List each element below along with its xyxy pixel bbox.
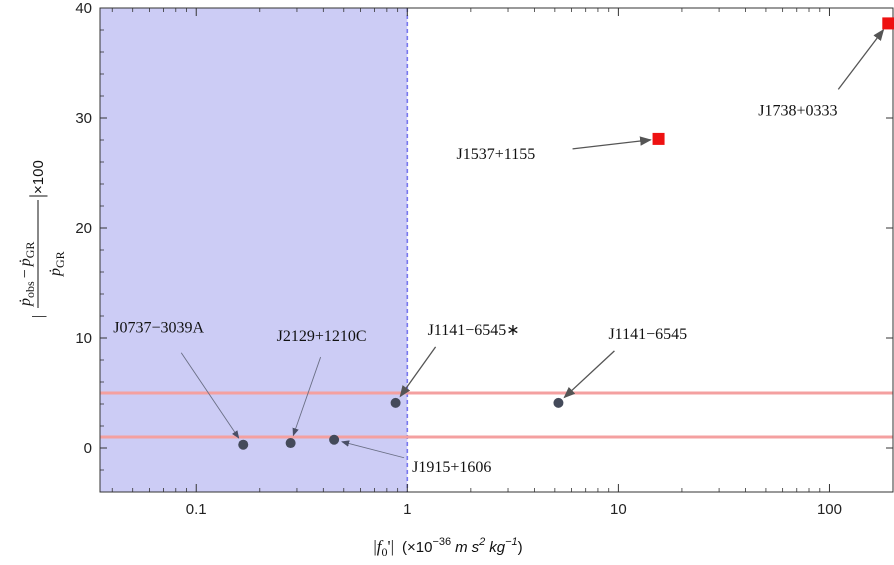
- x-axis-label: |f0'| (×10−36 m s2 kg−1): [373, 536, 522, 559]
- point-label: J0737−3039A: [113, 320, 204, 337]
- tick-layer: 0 10 20 30 40 0.1 1 10 100: [75, 0, 893, 518]
- data-point-circle: [329, 434, 340, 445]
- x-tick-label: 10: [610, 501, 627, 518]
- data-point-square: [882, 17, 894, 30]
- point-label: J1141−6545∗: [428, 322, 520, 339]
- x-tick-label: 0.1: [186, 501, 207, 518]
- data-point-circle: [238, 439, 249, 450]
- point-label: J1738+0333: [758, 102, 837, 119]
- y-tick-label: 20: [75, 220, 92, 237]
- data-point-square: [652, 132, 665, 145]
- data-point-circle: [390, 397, 401, 408]
- point-label: J1537+1155: [457, 146, 536, 163]
- x-tick-label: 100: [817, 501, 842, 518]
- y-axis-label-times: |×100: [26, 160, 48, 198]
- y-tick-label: 30: [75, 110, 92, 127]
- annotation-arrow: [341, 440, 405, 459]
- y-axis-label: | ṗobs−ṗGR ṗGR |×100: [17, 160, 67, 318]
- annotation-arrow: [292, 356, 322, 437]
- shaded-region-layer: [100, 8, 408, 492]
- x-tick-label: 1: [403, 501, 411, 518]
- annotation-labels-layer: J0737−3039A J2129+1210C J1915+1606 J1141−65…: [113, 102, 837, 475]
- point-label: J1141−6545: [608, 326, 687, 343]
- annotation-arrows-layer: [180, 28, 885, 459]
- y-axis-label-denominator: ṗGR: [47, 251, 67, 277]
- annotation-arrow: [180, 352, 240, 439]
- y-tick-label: 0: [84, 440, 92, 457]
- annotation-arrow: [399, 346, 437, 398]
- data-point-circle: [285, 438, 296, 449]
- data-points-layer: [238, 17, 894, 450]
- point-label: J2129+1210C: [277, 328, 367, 345]
- point-label: J1915+1606: [412, 459, 491, 476]
- annotation-arrow: [563, 350, 615, 399]
- annotation-arrow: [572, 136, 652, 150]
- annotation-arrow: [837, 28, 885, 90]
- y-tick-label: 40: [75, 0, 92, 17]
- shaded-region: [100, 8, 408, 492]
- y-tick-label: 10: [75, 330, 92, 347]
- y-axis-label-numerator: ṗobs−ṗGR: [17, 242, 37, 307]
- data-point-circle: [553, 397, 564, 408]
- y-axis-label-bar: |: [30, 315, 47, 318]
